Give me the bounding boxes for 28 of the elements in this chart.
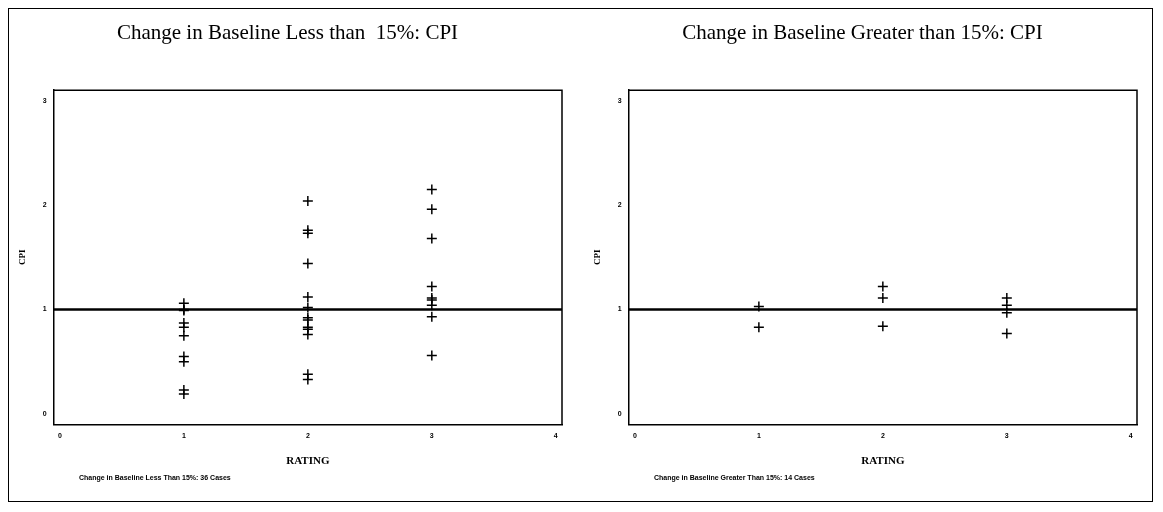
- point: [426, 203, 438, 216]
- point: [302, 195, 314, 207]
- point: [1001, 306, 1013, 319]
- point: [302, 301, 314, 314]
- point: [426, 280, 438, 293]
- x-axis-title: RATING: [861, 454, 905, 467]
- point: [426, 183, 438, 196]
- point: [302, 257, 314, 270]
- y-axis-title: CPI: [16, 249, 27, 266]
- point: [426, 349, 438, 362]
- point: [178, 329, 190, 342]
- point: [753, 300, 765, 313]
- point: [426, 299, 438, 312]
- point: [753, 321, 765, 334]
- point: [302, 291, 314, 303]
- chart-title: Change in Baseline Greater than 15%: CPI: [682, 20, 1043, 45]
- x-axis-title: RATING: [286, 454, 330, 467]
- point: [1001, 327, 1013, 340]
- chart-title: Change in Baseline Less than 15%: CPI: [116, 20, 459, 45]
- point: [426, 311, 438, 323]
- y-axis-title: CPI: [591, 249, 602, 266]
- point: [877, 292, 889, 304]
- point: [877, 320, 889, 332]
- point: [426, 232, 438, 245]
- point: [178, 388, 190, 400]
- point: [178, 321, 190, 334]
- point: [877, 280, 889, 293]
- point: [302, 227, 314, 240]
